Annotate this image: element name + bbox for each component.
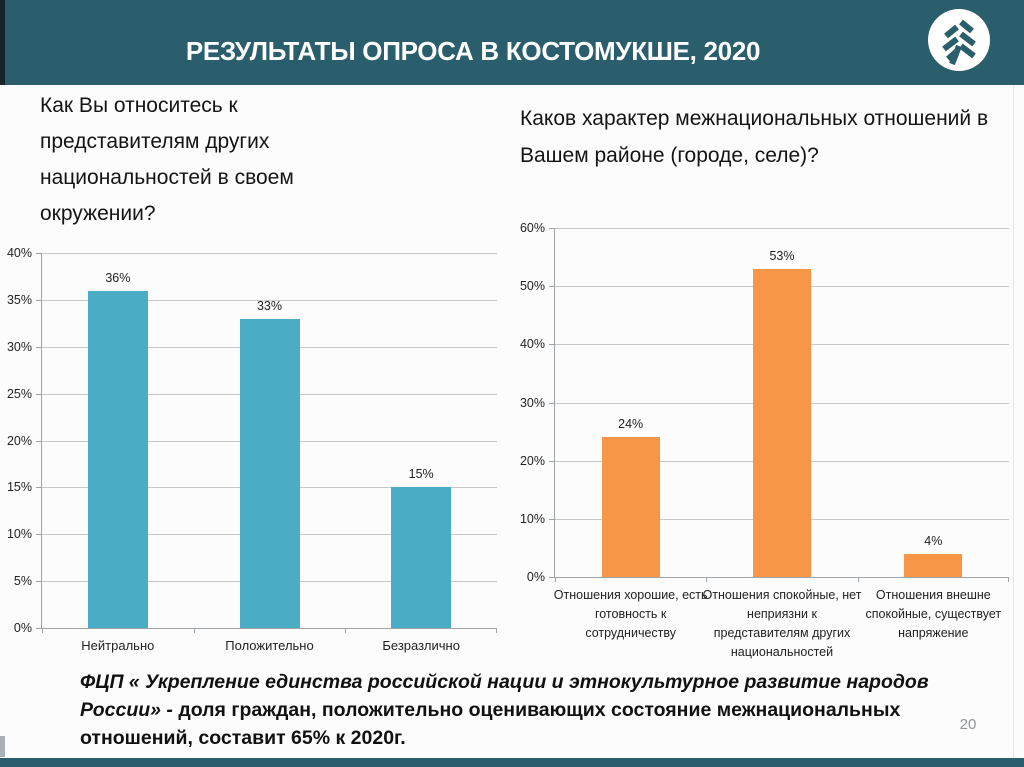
y-tick-mark — [549, 460, 554, 462]
header-background — [0, 0, 1024, 85]
y-tick-label: 40% — [519, 337, 545, 352]
y-axis — [554, 228, 555, 578]
y-tick-mark — [36, 628, 41, 629]
footer-note-target: доля граждан, положительно оценивающих с… — [80, 699, 901, 749]
x-tick-mark — [193, 628, 195, 633]
bar — [904, 553, 963, 577]
y-tick-label: 20% — [519, 453, 545, 468]
right-edge-line — [1013, 85, 1014, 758]
y-tick-label: 50% — [519, 279, 545, 294]
bar — [87, 290, 148, 628]
y-tick-label: 5% — [13, 574, 32, 589]
y-tick-label: 20% — [6, 433, 32, 448]
x-tick-mark — [555, 577, 556, 582]
y-tick-label: 30% — [519, 395, 545, 410]
y-tick-mark — [36, 393, 41, 395]
category-label: Отношения хорошие, есть готовность к сот… — [553, 588, 708, 640]
bar-value-label: 33% — [256, 298, 283, 313]
footer-note-program-name: ФЦП « Укрепление единства российской нац… — [80, 671, 929, 721]
y-tick-mark — [36, 487, 41, 489]
x-tick-mark — [42, 628, 43, 633]
category-label: Отношения спокойные, нет неприязни к пре… — [702, 588, 862, 659]
category-label: Отношения внешне спокойные, существует н… — [865, 588, 1002, 640]
bar-value-label: 53% — [769, 248, 795, 263]
y-tick-label: 15% — [6, 480, 32, 495]
bar-chart-left: 0% 5% 10% 15% 20% 25% 30% 35% 40% 36% Нейтрально 33… — [7, 246, 497, 653]
gridline — [42, 299, 497, 301]
bar-chart-right: 0% 10% 20% 30% 40% 50% 60% 24% Отношения хорошие… — [520, 221, 1009, 659]
y-tick-mark — [36, 581, 41, 583]
bottom-strip — [0, 758, 1024, 767]
footer-note: ФЦП « Укрепление единства российской нац… — [80, 668, 940, 752]
category-label: Положительно — [225, 638, 314, 653]
y-tick-label: 25% — [6, 386, 32, 401]
bar — [753, 268, 811, 577]
y-tick-mark — [36, 440, 41, 442]
x-tick-mark — [345, 628, 347, 633]
bar — [601, 437, 660, 577]
category-label: Безразлично — [382, 638, 460, 653]
y-tick-mark — [36, 346, 41, 348]
y-tick-mark — [549, 402, 554, 404]
y-tick-mark — [549, 518, 554, 520]
y-tick-mark — [36, 299, 41, 301]
slide-header: РЕЗУЛЬТАТЫ ОПРОСА В КОСТОМУКШЕ, 2020 — [0, 0, 1024, 85]
y-tick-mark — [36, 534, 41, 536]
bar-value-label: 24% — [618, 417, 644, 432]
x-axis — [554, 577, 1009, 578]
question-right: Каков характер межнациональных отношений… — [520, 107, 989, 167]
y-tick-label: 10% — [6, 527, 32, 542]
y-tick-label: 0% — [13, 621, 32, 635]
x-tick-mark — [496, 628, 497, 633]
y-axis — [41, 253, 42, 629]
x-tick-mark — [706, 577, 708, 582]
y-tick-label: 60% — [519, 221, 545, 235]
y-tick-mark — [549, 344, 554, 346]
x-tick-mark — [857, 577, 859, 582]
y-tick-label: 10% — [519, 511, 545, 526]
y-tick-mark — [549, 228, 554, 229]
y-tick-mark — [549, 286, 554, 288]
bar-value-label: 15% — [408, 467, 434, 482]
category-label: Нейтрально — [81, 638, 155, 653]
gridline — [555, 228, 1009, 229]
bar-value-label: 36% — [105, 270, 131, 285]
y-tick-label: 30% — [6, 339, 32, 354]
slide-title: РЕЗУЛЬТАТЫ ОПРОСА В КОСТОМУКШЕ, 2020 — [185, 36, 761, 66]
x-tick-mark — [1008, 577, 1009, 582]
y-tick-label: 0% — [526, 570, 545, 584]
y-tick-label: 35% — [6, 292, 32, 307]
left-edge-mark — [0, 736, 5, 757]
question-left: Как Вы относитесь к представителям други… — [40, 94, 294, 225]
bar-value-label: 4% — [924, 533, 943, 548]
gridline — [42, 253, 497, 254]
page-number: 20 — [959, 716, 977, 733]
header-accent-bar — [0, 0, 5, 85]
fir-tree-logo-icon — [927, 8, 991, 72]
y-tick-label: 40% — [6, 246, 32, 260]
bar — [391, 487, 452, 628]
x-axis — [41, 628, 497, 629]
y-tick-mark — [36, 253, 41, 254]
y-tick-mark — [549, 577, 554, 578]
bar — [239, 318, 300, 628]
